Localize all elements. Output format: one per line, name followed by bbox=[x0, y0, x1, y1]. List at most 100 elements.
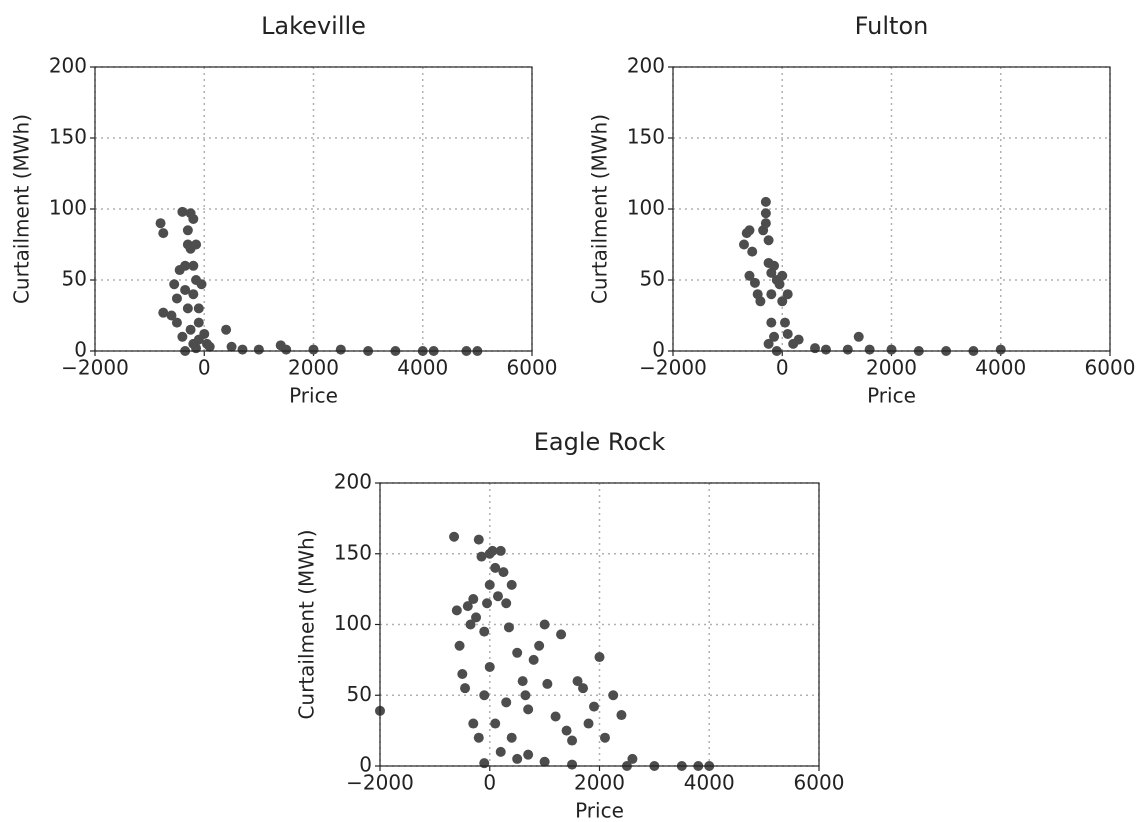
point bbox=[512, 647, 523, 658]
point bbox=[501, 697, 512, 708]
point bbox=[335, 344, 346, 355]
point bbox=[763, 235, 774, 246]
x-tick-label: 2000 bbox=[288, 356, 339, 380]
point bbox=[589, 701, 600, 712]
point bbox=[449, 531, 460, 542]
x-tick-label: 6000 bbox=[507, 356, 558, 380]
x-tick-label: 4000 bbox=[397, 356, 448, 380]
chart-title: Fulton bbox=[855, 12, 929, 40]
point bbox=[155, 218, 166, 229]
point bbox=[506, 732, 517, 743]
point bbox=[760, 208, 771, 219]
point bbox=[191, 239, 202, 250]
point bbox=[193, 317, 204, 328]
point bbox=[578, 683, 589, 694]
y-tick-label: 200 bbox=[334, 470, 372, 494]
point bbox=[810, 343, 821, 354]
point bbox=[542, 678, 553, 689]
point bbox=[476, 551, 487, 562]
point bbox=[763, 338, 774, 349]
y-axis-label: Curtailment (MWh) bbox=[295, 529, 319, 719]
point bbox=[482, 598, 493, 609]
point bbox=[503, 622, 514, 633]
point bbox=[166, 310, 177, 321]
point bbox=[171, 293, 182, 304]
x-axis-label: Price bbox=[867, 384, 916, 408]
point bbox=[567, 735, 578, 746]
point bbox=[556, 629, 567, 640]
point bbox=[782, 328, 793, 339]
point bbox=[177, 331, 188, 342]
point bbox=[473, 732, 484, 743]
point bbox=[188, 289, 199, 300]
point bbox=[995, 344, 1006, 355]
point bbox=[462, 601, 473, 612]
point bbox=[191, 343, 202, 354]
point bbox=[185, 324, 196, 335]
point bbox=[281, 344, 292, 355]
point bbox=[583, 718, 594, 729]
point bbox=[479, 758, 490, 769]
point bbox=[180, 284, 191, 295]
point bbox=[886, 344, 897, 355]
point bbox=[594, 652, 605, 663]
point bbox=[506, 579, 517, 590]
x-tick-label: −2000 bbox=[61, 356, 129, 380]
y-tick-label: 150 bbox=[334, 540, 372, 564]
point bbox=[820, 344, 831, 355]
point bbox=[193, 334, 204, 345]
point bbox=[182, 303, 193, 314]
point bbox=[204, 341, 215, 352]
point bbox=[237, 344, 248, 355]
x-tick-label: 2000 bbox=[574, 771, 625, 795]
point bbox=[627, 753, 638, 764]
point bbox=[793, 334, 804, 345]
point bbox=[779, 317, 790, 328]
point bbox=[777, 296, 788, 307]
point bbox=[572, 676, 583, 687]
point bbox=[747, 246, 758, 257]
point bbox=[739, 239, 750, 250]
point bbox=[454, 640, 465, 651]
x-tick-label: −2000 bbox=[346, 771, 414, 795]
point bbox=[744, 225, 755, 236]
point bbox=[484, 579, 495, 590]
point bbox=[253, 344, 264, 355]
point bbox=[188, 213, 199, 224]
point bbox=[766, 289, 777, 300]
point bbox=[766, 317, 777, 328]
point bbox=[769, 260, 780, 271]
point bbox=[490, 562, 501, 573]
point bbox=[177, 206, 188, 217]
point bbox=[599, 732, 610, 743]
x-tick-label: −2000 bbox=[639, 356, 707, 380]
point bbox=[468, 718, 479, 729]
point bbox=[749, 277, 760, 288]
x-tick-label: 2000 bbox=[866, 356, 917, 380]
point bbox=[221, 324, 232, 335]
point bbox=[777, 270, 788, 281]
x-tick-label: 0 bbox=[776, 356, 789, 380]
point bbox=[479, 626, 490, 637]
plot-frame bbox=[672, 66, 1111, 352]
point bbox=[616, 710, 627, 721]
point bbox=[561, 725, 572, 736]
point bbox=[864, 344, 875, 355]
y-tick-label: 150 bbox=[627, 125, 665, 149]
point bbox=[512, 753, 523, 764]
point bbox=[308, 344, 319, 355]
point bbox=[182, 225, 193, 236]
y-tick-label: 0 bbox=[74, 338, 87, 362]
point bbox=[842, 344, 853, 355]
point bbox=[490, 718, 501, 729]
x-tick-label: 6000 bbox=[1085, 356, 1136, 380]
point bbox=[169, 279, 180, 290]
y-tick-label: 150 bbox=[49, 125, 87, 149]
point bbox=[550, 711, 561, 722]
point bbox=[158, 228, 169, 239]
y-tick-label: 50 bbox=[62, 267, 87, 291]
point bbox=[523, 704, 534, 715]
point bbox=[188, 260, 199, 271]
point bbox=[744, 270, 755, 281]
